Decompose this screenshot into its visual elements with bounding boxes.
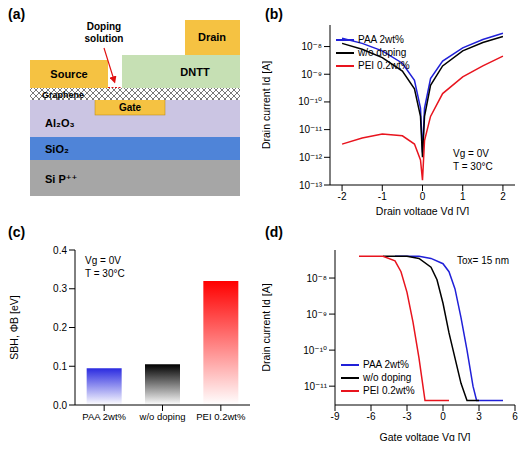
svg-text:-1: -1 (378, 191, 387, 202)
svg-text:Gate: Gate (119, 102, 142, 113)
svg-text:10⁻⁹: 10⁻⁹ (301, 69, 322, 80)
svg-text:0.0: 0.0 (53, 400, 67, 411)
html-text:(c): (c) (8, 224, 26, 240)
svg-text:Drain current Id [A]: Drain current Id [A] (262, 61, 272, 149)
svg-text:10⁻¹⁰: 10⁻¹⁰ (303, 345, 327, 356)
svg-text:solution: solution (85, 33, 124, 44)
svg-text:DNTT: DNTT (180, 66, 210, 78)
svg-text:Al₂O₃: Al₂O₃ (45, 117, 75, 129)
svg-text:2: 2 (500, 191, 506, 202)
svg-text:Drain current Id [A]: Drain current Id [A] (262, 283, 272, 371)
svg-text:0.3: 0.3 (53, 283, 67, 294)
svg-text:10⁻¹²: 10⁻¹² (299, 152, 323, 163)
svg-text:-6: -6 (367, 411, 376, 422)
html-text:PAA 2wt%: PAA 2wt% (358, 34, 404, 45)
svg-text:10⁻¹¹: 10⁻¹¹ (304, 381, 328, 392)
html-text:Tox= 15 nm: Tox= 15 nm (457, 255, 509, 266)
svg-text:w/o doping: w/o doping (139, 411, 186, 422)
svg-text:PAA 2wt%: PAA 2wt% (82, 411, 126, 422)
svg-text:10⁻¹¹: 10⁻¹¹ (299, 124, 323, 135)
svg-text:-3: -3 (403, 411, 412, 422)
svg-text:Graphene: Graphene (42, 90, 84, 100)
svg-text:SBH, ΦB [eV]: SBH, ΦB [eV] (8, 295, 20, 359)
svg-text:Gate voltage Vg [V]: Gate voltage Vg [V] (379, 431, 470, 441)
svg-text:-2: -2 (338, 191, 347, 202)
svg-text:PEI 0.2wt%: PEI 0.2wt% (196, 411, 246, 422)
svg-text:0.2: 0.2 (53, 322, 67, 333)
svg-text:0: 0 (440, 411, 446, 422)
html-text:PEI 0.2wt%: PEI 0.2wt% (363, 385, 415, 396)
html-text:T = 30°C: T = 30°C (85, 268, 125, 279)
svg-text:1: 1 (460, 191, 466, 202)
html-text:PEI 0.2wt%: PEI 0.2wt% (358, 60, 410, 71)
html-text:(b): (b) (265, 6, 283, 22)
html-text:PAA 2wt%: PAA 2wt% (363, 359, 409, 370)
html-text:T = 30°C: T = 30°C (453, 161, 493, 172)
svg-text:10⁻⁹: 10⁻⁹ (306, 309, 327, 320)
svg-text:Drain: Drain (198, 31, 226, 43)
svg-text:10⁻⁸: 10⁻⁸ (301, 41, 322, 52)
svg-text:0.4: 0.4 (53, 245, 67, 256)
svg-text:0: 0 (420, 191, 426, 202)
html-text:w/o doping: w/o doping (363, 372, 412, 383)
html-text:w/o doping: w/o doping (358, 47, 407, 58)
svg-text:SiO₂: SiO₂ (45, 143, 69, 155)
html-text:(a): (a) (8, 6, 26, 22)
svg-text:10⁻¹⁰: 10⁻¹⁰ (298, 96, 322, 107)
svg-text:0.1: 0.1 (53, 361, 67, 372)
svg-text:10⁻⁸: 10⁻⁸ (306, 273, 327, 284)
svg-text:Source: Source (50, 68, 87, 80)
html-text:Vg = 0V: Vg = 0V (85, 255, 121, 266)
html-text:Vg = 0V: Vg = 0V (453, 148, 489, 159)
svg-text:Drain voltage Vd [V]: Drain voltage Vd [V] (376, 205, 469, 215)
svg-text:10⁻¹³: 10⁻¹³ (299, 180, 323, 191)
svg-text:Si P⁺⁺: Si P⁺⁺ (45, 173, 78, 185)
svg-text:6: 6 (512, 411, 515, 422)
svg-text:Doping: Doping (87, 21, 121, 32)
html-text:(d): (d) (265, 224, 283, 240)
svg-text:3: 3 (476, 411, 482, 422)
svg-text:-9: -9 (331, 411, 340, 422)
